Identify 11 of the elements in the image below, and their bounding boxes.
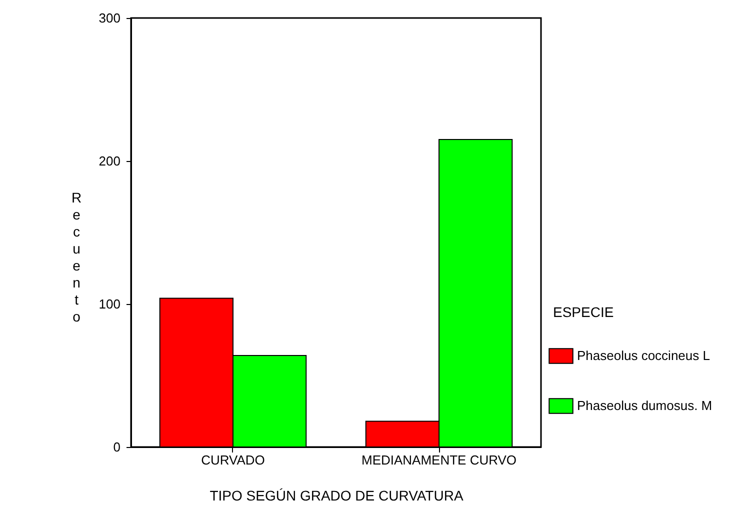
legend-label: Phaseolus coccineus L [577,348,710,363]
legend-label: Phaseolus dumosus. M [577,398,712,413]
x-tick-label: CURVADO [201,452,265,468]
y-axis-title: Recuento [71,190,82,324]
y-tick-label: 300 [98,10,120,26]
legend-title: ESPECIE [553,304,614,320]
y-tick-label: 200 [98,154,120,168]
x-axis-title: TIPO SEGÚN GRADO DE CURVATURA [210,488,464,504]
y-tick-label: 0 [113,440,120,454]
x-tick-label: MEDIANAMENTE CURVO [361,452,517,468]
y-tick-label: 100 [98,296,120,312]
